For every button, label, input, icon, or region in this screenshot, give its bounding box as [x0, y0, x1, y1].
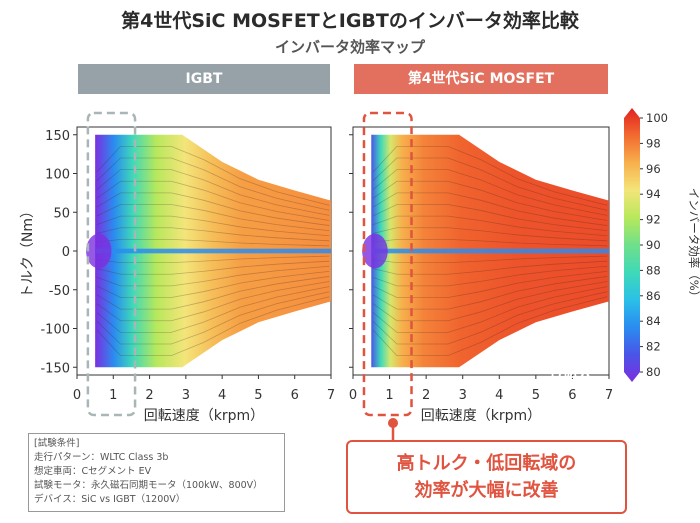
- chart-subtitle: インバータ効率マップ: [274, 38, 425, 56]
- condition-line: 想定車両：Cセグメント EV: [34, 466, 152, 477]
- chart-title: 第4世代SiC MOSFETとIGBTのインバータ効率比較: [121, 10, 579, 32]
- sic-contour-line: [373, 238, 608, 247]
- sic-panel-header: 第4世代SiC MOSFET: [354, 64, 608, 94]
- sic-contour-line: [372, 291, 608, 345]
- sic-x-tick-label: 5: [532, 388, 540, 403]
- colorbar-tick-label: 98: [646, 136, 661, 150]
- igbt-x-tick-label: 0: [73, 388, 81, 403]
- sic-contour-line: [372, 265, 608, 287]
- igbt-contour-line: [96, 276, 330, 310]
- sic-contour-line: [373, 260, 608, 275]
- colorbar-label: インバータ効率（%）: [687, 188, 700, 302]
- sic-contour-line: [372, 169, 608, 216]
- sic-contour-line: [372, 145, 608, 206]
- igbt-x-tick-label: 7: [327, 388, 335, 403]
- colorbar-tick-label: 90: [646, 238, 661, 252]
- igbt-contour-line: [96, 169, 330, 216]
- colorbar-tick-label: 94: [646, 187, 661, 201]
- igbt-y-tick-label: -150: [40, 361, 70, 376]
- igbt-contour-line: [96, 265, 330, 287]
- igbt-contour-line: [96, 238, 330, 247]
- sic-contour-line: [372, 286, 608, 333]
- igbt-highlight-box: [86, 111, 137, 417]
- sic-contour-line: [373, 227, 608, 242]
- igbt-contour-line: [96, 157, 330, 211]
- sic-contour-line: [372, 204, 608, 232]
- colorbar: [624, 108, 640, 382]
- igbt-y-tick-label: 0: [62, 245, 70, 260]
- igbt-x-tick-label: 1: [109, 388, 117, 403]
- sic-contour-line: [372, 215, 608, 237]
- igbt-contour-line: [96, 281, 330, 322]
- colorbar-tick-label: 80: [646, 365, 661, 379]
- sic-x-axis-label: 回転速度（krpm）: [421, 408, 541, 424]
- callout-line-2: 効率が大幅に改善: [414, 480, 559, 501]
- igbt-y-tick-label: 100: [45, 168, 70, 183]
- sic-x-tick-label: 4: [495, 388, 503, 403]
- sic-contour-line: [372, 157, 608, 211]
- sic-contour-line: [372, 270, 608, 298]
- igbt-contour-line: [96, 215, 330, 237]
- igbt-contour-line: [96, 286, 330, 333]
- sic-x-tick-label: 0: [349, 388, 357, 403]
- sic-contour-line: [372, 281, 608, 322]
- sic-x-tick-label: 1: [385, 388, 393, 403]
- sic-contour-line: [372, 276, 608, 310]
- high-efficiency-annotation: 高効率率領域: [495, 342, 585, 360]
- igbt-contour-line: [96, 227, 330, 242]
- igbt-x-tick-label: 2: [145, 388, 153, 403]
- sic-contour-line: [373, 255, 608, 264]
- sic-zero-torque-band: [371, 248, 609, 254]
- igbt-contour-line: [96, 204, 330, 232]
- igbt-contour-line: [96, 260, 330, 275]
- igbt-y-tick-label: 150: [45, 129, 70, 144]
- colorbar-tick-label: 100: [646, 111, 668, 125]
- expand-annotation: も拡大: [547, 363, 592, 381]
- igbt-y-tick-label: -100: [40, 323, 70, 338]
- igbt-panel-header: IGBT: [78, 64, 330, 94]
- igbt-x-tick-label: 3: [182, 388, 190, 403]
- sic-highlight-box: [362, 111, 413, 417]
- igbt-contour-line: [96, 255, 330, 264]
- colorbar-tick-label: 96: [646, 162, 661, 176]
- sic-contour-line: [372, 192, 608, 226]
- sic-x-tick-label: 6: [568, 388, 576, 403]
- igbt-contour-line: [96, 270, 330, 298]
- condition-line: 試験モータ：永久磁石同期モータ（100kW、800V）: [34, 480, 263, 491]
- colorbar-tick-label: 84: [646, 314, 661, 328]
- sic-x-tick-label: 7: [605, 388, 613, 403]
- improvement-callout: 高トルク・低回転域の 効率が大幅に改善: [346, 440, 627, 514]
- colorbar-tick-label: 86: [646, 289, 661, 303]
- sic-x-tick-label: 2: [422, 388, 430, 403]
- igbt-x-axis-label: 回転速度（krpm）: [144, 408, 264, 424]
- igbt-zero-torque-band: [95, 248, 332, 254]
- condition-line: デバイス：SiC vs IGBT（1200V）: [34, 494, 186, 505]
- igbt-x-tick-label: 5: [254, 388, 262, 403]
- sic-contour-line: [372, 180, 608, 221]
- igbt-contour-line: [96, 296, 330, 357]
- igbt-low-efficiency-core: [86, 233, 112, 269]
- igbt-x-tick-label: 6: [291, 388, 299, 403]
- conditions-title: [試験条件]: [34, 438, 80, 449]
- callout-line-1: 高トルク・低回転域の: [396, 453, 577, 474]
- igbt-contour-line: [96, 192, 330, 226]
- colorbar-tick-label: 82: [646, 340, 661, 354]
- igbt-contour-line: [96, 145, 330, 206]
- igbt-y-tick-label: -50: [49, 284, 70, 299]
- colorbar-tick-label: 92: [646, 213, 661, 227]
- igbt-x-tick-label: 4: [218, 388, 226, 403]
- igbt-y-tick-label: 50: [53, 206, 70, 221]
- igbt-contour-line: [96, 291, 330, 345]
- y-axis-label: トルク（Nm）: [20, 204, 36, 298]
- igbt-contour-line: [96, 180, 330, 221]
- condition-line: 走行パターン：WLTC Class 3b: [34, 452, 169, 463]
- test-conditions-box: [試験条件] 走行パターン：WLTC Class 3b 想定車両：Cセグメント …: [28, 433, 285, 512]
- sic-x-tick-label: 3: [459, 388, 467, 403]
- sic-low-efficiency-core: [362, 233, 388, 269]
- sic-contour-line: [372, 296, 608, 357]
- colorbar-tick-label: 88: [646, 263, 661, 277]
